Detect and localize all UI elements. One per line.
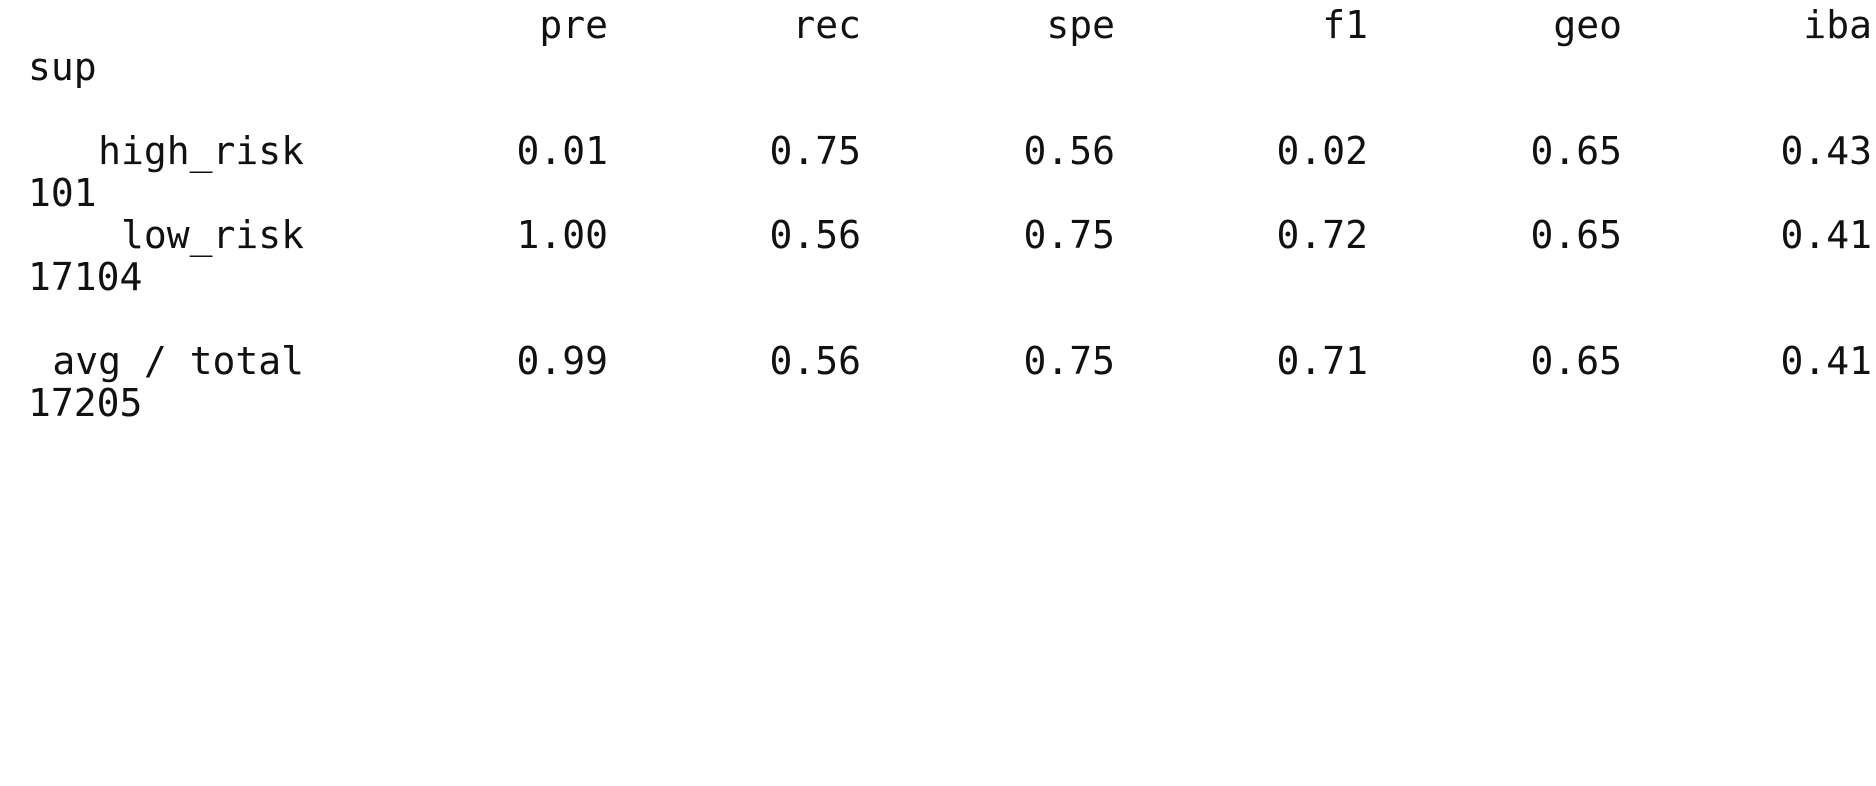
cell-pre: 0.99 xyxy=(516,339,608,383)
column-header-iba: iba xyxy=(1803,3,1872,47)
table-row: low_risk 1.00 0.56 0.75 0.72 0.65 0.41 xyxy=(28,210,1872,260)
header-wrapped-line: sup xyxy=(28,42,1848,92)
cell-geo: 0.65 xyxy=(1530,339,1622,383)
cell-spe: 0.75 xyxy=(1023,339,1115,383)
cell-rec: 0.75 xyxy=(769,129,861,173)
header-row: pre rec spe f1 geo iba xyxy=(28,0,1872,50)
cell-pre: 1.00 xyxy=(516,213,608,257)
table-row: high_risk 0.01 0.75 0.56 0.02 0.65 0.43 xyxy=(28,126,1872,176)
table-row: avg / total 0.99 0.56 0.75 0.71 0.65 0.4… xyxy=(28,336,1872,386)
cell-f1: 0.02 xyxy=(1276,129,1368,173)
cell-rec: 0.56 xyxy=(769,339,861,383)
cell-rec: 0.56 xyxy=(769,213,861,257)
cell-spe: 0.75 xyxy=(1023,213,1115,257)
cell-f1: 0.71 xyxy=(1276,339,1368,383)
column-header-pre: pre xyxy=(539,3,608,47)
cell-sup: 17104 xyxy=(28,255,143,299)
column-header-rec: rec xyxy=(792,3,861,47)
row-wrapped-line: 17104 xyxy=(28,252,1848,302)
cell-sup: 17205 xyxy=(28,381,143,425)
row-label: low_risk xyxy=(120,213,304,257)
row-wrapped-line: 17205 xyxy=(28,378,1848,428)
cell-sup: 101 xyxy=(28,171,97,215)
cell-iba: 0.41 xyxy=(1780,339,1872,383)
classification-report: pre rec spe f1 geo iba sup high_risk 0.0… xyxy=(28,0,1872,502)
row-label: high_risk xyxy=(98,129,304,173)
cell-geo: 0.65 xyxy=(1530,213,1622,257)
cell-iba: 0.43 xyxy=(1780,129,1872,173)
column-header-geo: geo xyxy=(1553,3,1622,47)
column-header-f1: f1 xyxy=(1322,3,1368,47)
row-wrapped-line: 101 xyxy=(28,168,1848,218)
cell-f1: 0.72 xyxy=(1276,213,1368,257)
cell-geo: 0.65 xyxy=(1530,129,1622,173)
row-label: avg / total xyxy=(52,339,304,383)
column-header-spe: spe xyxy=(1046,3,1115,47)
cell-spe: 0.56 xyxy=(1023,129,1115,173)
cell-iba: 0.41 xyxy=(1780,213,1872,257)
column-header-sup: sup xyxy=(28,45,97,89)
cell-pre: 0.01 xyxy=(516,129,608,173)
